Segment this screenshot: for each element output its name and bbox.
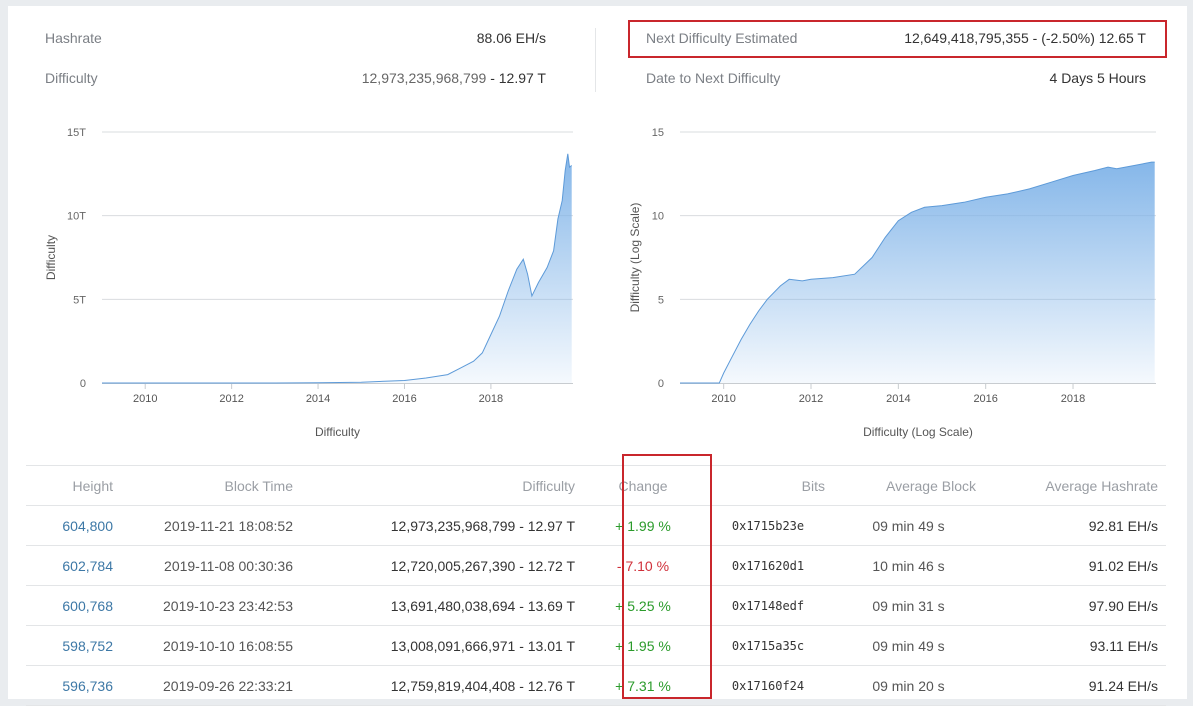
average-hashrate-cell: 93.11 EH/s — [984, 625, 1166, 666]
height-link[interactable]: 602,784 — [26, 545, 121, 586]
col-block-time[interactable]: Block Time — [121, 465, 301, 506]
average-block-cell: 09 min 49 s — [833, 505, 984, 546]
x-tick-label: 2016 — [392, 393, 416, 405]
area-line — [680, 161, 1155, 384]
next-difficulty-label: Next Difficulty Estimated — [646, 30, 798, 46]
x-tick-label: 2018 — [479, 393, 503, 405]
stats-divider — [595, 28, 596, 92]
difficulty-value: 12,973,235,968,799 - 12.97 T — [362, 70, 546, 86]
area-line — [102, 153, 572, 384]
next-difficulty-highlight — [628, 20, 1167, 58]
y-tick-label: 10T — [67, 211, 86, 223]
bits-cell: 0x17160f24 — [703, 665, 833, 706]
bits-cell: 0x1715a35c — [703, 625, 833, 666]
col-average-block[interactable]: Average Block — [833, 465, 984, 506]
x-tick-label: 2014 — [886, 393, 910, 405]
average-hashrate-cell: 92.81 EH/s — [984, 505, 1166, 546]
block-time: 2019-11-21 18:08:52 — [121, 505, 301, 546]
difficulty-short: 12.97 T — [498, 70, 546, 86]
y-tick-label: 10 — [652, 211, 664, 223]
y-axis-title: Difficulty — [44, 235, 58, 280]
y-tick-label: 0 — [80, 378, 86, 390]
difficulty-panel: Hashrate 88.06 EH/s Difficulty 12,973,23… — [8, 6, 1187, 706]
x-axis-title: Difficulty (Log Scale) — [863, 425, 973, 439]
bits-cell: 0x17148edf — [703, 585, 833, 626]
table-row: 602,784 2019-11-08 00:30:36 12,720,005,267… — [26, 545, 1166, 586]
col-bits[interactable]: Bits — [703, 465, 833, 506]
height-link[interactable]: 598,752 — [26, 625, 121, 666]
difficulty-cell: 12,759,819,404,408 - 12.76 T — [301, 665, 583, 706]
block-time: 2019-10-10 16:08:55 — [121, 625, 301, 666]
height-link[interactable]: 596,736 — [26, 665, 121, 706]
average-block-cell: 09 min 20 s — [833, 665, 984, 706]
table-row: 596,736 2019-09-26 22:33:21 12,759,819,404… — [26, 665, 1166, 706]
difficulty-sep: - — [486, 70, 499, 86]
average-block-cell: 09 min 49 s — [833, 625, 984, 666]
table-row: 598,752 2019-10-10 16:08:55 13,008,091,666… — [26, 625, 1166, 666]
hashrate-label: Hashrate — [45, 30, 102, 46]
difficulty-cell: 12,973,235,968,799 - 12.97 T — [301, 505, 583, 546]
y-tick-label: 5T — [73, 294, 86, 306]
next-difficulty-value: 12,649,418,795,355 - (-2.50%) 12.65 T — [904, 30, 1146, 46]
difficulty-table: Height Block Time Difficulty Change Bits… — [26, 465, 1166, 706]
x-tick-label: 2014 — [306, 393, 330, 405]
table-row: 600,768 2019-10-23 23:42:53 13,691,480,038… — [26, 585, 1166, 626]
y-tick-label: 15 — [652, 127, 664, 139]
average-block-cell: 10 min 46 s — [833, 545, 984, 586]
difficulty-cell: 13,691,480,038,694 - 13.69 T — [301, 585, 583, 626]
table-row: 604,800 2019-11-21 18:08:52 12,973,235,968… — [26, 505, 1166, 546]
date-to-next-value: 4 Days 5 Hours — [1049, 70, 1146, 86]
change-cell: + 1.95 % — [583, 625, 703, 666]
col-average-hashrate[interactable]: Average Hashrate — [984, 465, 1166, 506]
change-cell: - 7.10 % — [583, 545, 703, 586]
average-hashrate-cell: 97.90 EH/s — [984, 585, 1166, 626]
difficulty-label: Difficulty — [45, 70, 98, 86]
area-fill — [680, 162, 1155, 383]
col-difficulty[interactable]: Difficulty — [301, 465, 583, 506]
y-tick-label: 5 — [658, 294, 664, 306]
y-axis-title: Difficulty (Log Scale) — [628, 203, 642, 313]
block-time: 2019-11-08 00:30:36 — [121, 545, 301, 586]
x-axis-title: Difficulty — [315, 425, 360, 439]
x-tick-label: 2016 — [973, 393, 997, 405]
height-link[interactable]: 600,768 — [26, 585, 121, 626]
average-hashrate-cell: 91.24 EH/s — [984, 665, 1166, 706]
block-time: 2019-10-23 23:42:53 — [121, 585, 301, 626]
bits-cell: 0x1715b23e — [703, 505, 833, 546]
bits-cell: 0x171620d1 — [703, 545, 833, 586]
difficulty-cell: 12,720,005,267,390 - 12.72 T — [301, 545, 583, 586]
difficulty-full: 12,973,235,968,799 — [361, 70, 487, 86]
difficulty-cell: 13,008,091,666,971 - 13.01 T — [301, 625, 583, 666]
change-cell: + 5.25 % — [583, 585, 703, 626]
x-tick-label: 2010 — [133, 393, 157, 405]
y-tick-label: 15T — [67, 127, 86, 139]
difficulty-chart: 0 5T 10T 15T 2010 2012 2014 2016 2018 Difficulty D… — [44, 127, 573, 439]
change-column-highlight — [622, 454, 712, 699]
average-block-cell: 09 min 31 s — [833, 585, 984, 626]
difficulty-log-chart: 0 5 10 15 2010 2012 2014 2016 2018 Difficulty (Lo… — [628, 127, 1156, 439]
x-tick-label: 2010 — [711, 393, 735, 405]
area-fill — [102, 153, 572, 383]
block-time: 2019-09-26 22:33:21 — [121, 665, 301, 706]
x-tick-label: 2012 — [799, 393, 823, 405]
x-tick-label: 2018 — [1061, 393, 1085, 405]
col-height[interactable]: Height — [26, 465, 121, 506]
x-tick-label: 2012 — [219, 393, 243, 405]
hashrate-value: 88.06 EH/s — [476, 30, 546, 46]
table-header-row: Height Block Time Difficulty Change Bits… — [26, 465, 1166, 506]
date-to-next-label: Date to Next Difficulty — [646, 70, 781, 86]
col-change[interactable]: Change — [583, 465, 703, 506]
change-cell: + 1.99 % — [583, 505, 703, 546]
average-hashrate-cell: 91.02 EH/s — [984, 545, 1166, 586]
y-tick-label: 0 — [658, 378, 664, 390]
height-link[interactable]: 604,800 — [26, 505, 121, 546]
